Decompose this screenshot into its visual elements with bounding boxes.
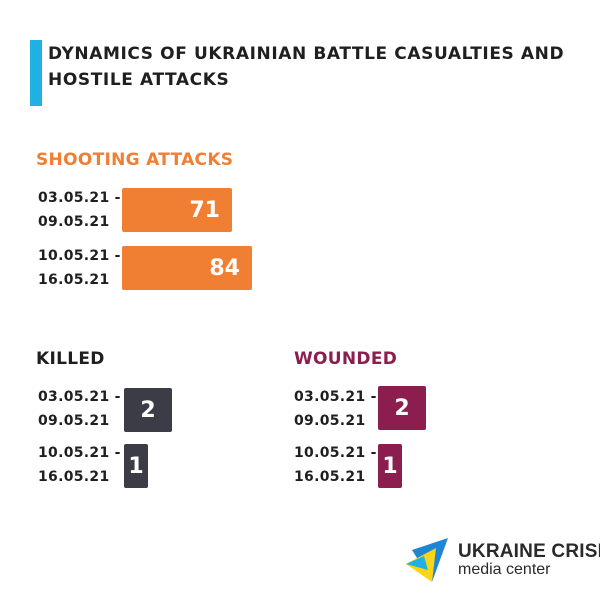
page-title: Dynamics of Ukrainian battle casualties …	[48, 44, 565, 90]
logo-line1: UKRAINE CRISIS	[458, 541, 600, 562]
shooting-bar-1: 71	[122, 188, 232, 232]
logo-line2: media center	[458, 561, 551, 578]
killed-bar-1: 2	[124, 388, 172, 432]
killed-bar-2: 1	[124, 444, 148, 488]
shooting-bar-2: 84	[122, 246, 252, 290]
wounded-bar-2-value: 1	[382, 453, 398, 479]
wounded-title: Wounded	[294, 349, 398, 369]
shooting-bar-1-value: 71	[189, 197, 220, 223]
shooting-row-label-2: 10.05.21 - 16.05.21	[38, 248, 121, 288]
killed-row-label-2: 10.05.21 - 16.05.21	[38, 445, 121, 485]
shooting-attacks-title: Shooting attacks	[36, 150, 234, 170]
wounded-row-label-1: 03.05.21 - 09.05.21	[294, 389, 377, 429]
ukraine-crisis-logo: UKRAINE CRISIS media center	[402, 536, 600, 586]
wounded-bar-1: 2	[378, 386, 426, 430]
killed-row-label-1: 03.05.21 - 09.05.21	[38, 389, 121, 429]
killed-title: Killed	[36, 349, 105, 369]
title-accent-bar	[30, 40, 42, 106]
wounded-bar-2: 1	[378, 444, 402, 488]
shooting-bar-2-value: 84	[209, 255, 240, 281]
wounded-bar-1-value: 2	[394, 395, 410, 421]
shooting-row-label-1: 03.05.21 - 09.05.21	[38, 190, 121, 230]
killed-bar-1-value: 2	[140, 397, 156, 423]
wounded-row-label-2: 10.05.21 - 16.05.21	[294, 445, 377, 485]
ukraine-crisis-logo-icon	[406, 538, 448, 582]
killed-bar-2-value: 1	[128, 453, 144, 479]
